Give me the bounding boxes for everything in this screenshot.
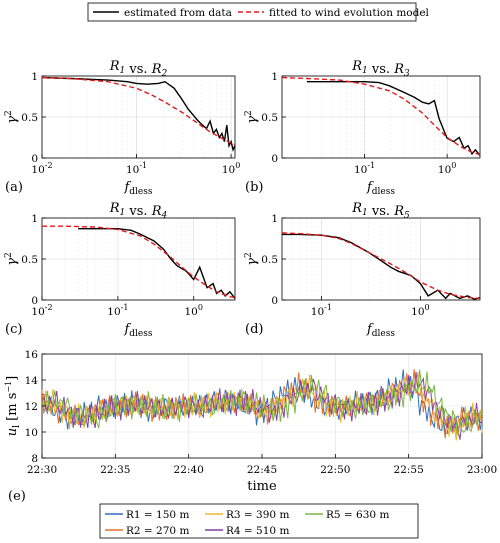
- legend-estimated-label: estimated from data: [124, 7, 232, 19]
- y-tick-label: 16: [25, 349, 39, 361]
- y-axis-label: γ2: [4, 252, 20, 266]
- estimated-curve: [41, 76, 236, 152]
- y-axis-label: ul [m s−1]: [4, 376, 22, 436]
- panel-label: (a): [5, 180, 23, 195]
- y-tick-label: 0: [31, 153, 38, 165]
- x-tick-label: 22:55: [394, 464, 424, 476]
- x-tick-label: 22:40: [174, 464, 204, 476]
- fitted-curve: [42, 225, 236, 299]
- panel-label: (d): [245, 322, 263, 337]
- y-tick-label: 10: [25, 427, 38, 439]
- panel-label: (b): [245, 180, 263, 195]
- series-line: [41, 369, 483, 436]
- y-tick-label: 0.5: [261, 112, 278, 124]
- series-line: [41, 371, 483, 440]
- x-tick-label: 100: [222, 161, 240, 176]
- panel-a: 0 0.5 1 10-2 10-1 100 R1 vs. R2 γ2 fdless (a): [4, 59, 240, 197]
- x-tick-label: 10-1: [311, 303, 332, 318]
- y-tick-label: 0.5: [21, 112, 38, 124]
- x-tick-label: 10-2: [31, 303, 52, 318]
- x-tick-label: 22:35: [100, 464, 130, 476]
- top-legend-box: [87, 2, 417, 22]
- y-tick-label: 0.5: [261, 254, 278, 266]
- x-axis-label: fdless: [123, 322, 152, 339]
- legend-r3-label: R3 = 390 m: [226, 509, 289, 521]
- legend-r2-label: R2 = 270 m: [126, 525, 189, 537]
- estimated-curve: [78, 228, 236, 299]
- fitted-curve: [281, 76, 481, 156]
- panel-d: 0 0.5 1 10-1 100 R1 vs. R5 γ2 fdless (d): [244, 201, 481, 339]
- panel-title: R1 vs. R5: [351, 201, 410, 221]
- y-tick-label: 1: [271, 213, 278, 225]
- panel-b: 0 0.5 1 10-1 100 R1 vs. R3 γ2 fdless (b): [244, 59, 481, 197]
- x-tick-label: 10-1: [354, 161, 375, 176]
- x-tick-label: 100: [411, 303, 429, 318]
- x-tick-label: 22:45: [247, 464, 277, 476]
- x-axis-label: fdless: [366, 322, 395, 339]
- y-tick-label: 0: [271, 295, 278, 307]
- fitted-curve: [281, 232, 481, 300]
- top-legend: estimated from data fitted to wind evolu…: [87, 2, 430, 22]
- legend-r5-label: R5 = 630 m: [326, 509, 389, 521]
- legend-r1-label: R1 = 150 m: [126, 509, 189, 521]
- x-axis-label: time: [247, 479, 277, 494]
- bottom-legend: R1 = 150 m R3 = 390 m R5 = 630 m R2 = 27…: [99, 503, 419, 539]
- y-tick-label: 8: [31, 453, 38, 465]
- panel-c: 0 0.5 1 10-2 10-1 100 R1 vs. R4 γ2 fdless (c): [4, 201, 236, 339]
- fitted-curve: [41, 76, 236, 146]
- y-axis-label: γ2: [244, 252, 260, 266]
- x-tick-label: 22:30: [27, 464, 57, 476]
- y-tick-label: 1: [31, 71, 38, 83]
- x-tick-label: 23:00: [467, 464, 497, 476]
- y-axis-label: γ2: [4, 110, 20, 124]
- x-tick-label: 100: [438, 161, 456, 176]
- estimated-curve: [306, 81, 481, 156]
- y-tick-label: 12: [25, 401, 38, 413]
- x-tick-label: 100: [184, 303, 202, 318]
- x-tick-label: 10-1: [107, 303, 128, 318]
- x-axis-label: fdless: [366, 180, 395, 197]
- legend-fitted-label: fitted to wind evolution model: [269, 7, 430, 19]
- panel-label: (e): [8, 489, 26, 504]
- y-axis-label: γ2: [244, 110, 260, 124]
- x-tick-label: 22:50: [320, 464, 350, 476]
- y-tick-label: 1: [271, 71, 278, 83]
- panel-e: 8 10 12 14 16 22:30 22:35 22:40 22:45 22:50 22:55 2…: [4, 349, 497, 504]
- panel-title: R1 vs. R2: [109, 59, 168, 79]
- y-tick-label: 0.5: [21, 254, 38, 266]
- panel-title: R1 vs. R4: [109, 201, 168, 221]
- x-tick-label: 10-1: [126, 161, 147, 176]
- legend-r4-label: R4 = 510 m: [226, 525, 289, 537]
- x-tick-label: 10-2: [31, 161, 52, 176]
- y-tick-label: 0: [271, 153, 278, 165]
- x-axis-label: fdless: [123, 180, 152, 197]
- bottom-legend-box: [99, 503, 419, 539]
- panel-label: (c): [5, 322, 22, 337]
- panel-title: R1 vs. R3: [351, 59, 410, 79]
- y-tick-label: 1: [31, 213, 38, 225]
- y-tick-label: 14: [25, 375, 39, 387]
- y-tick-label: 0: [31, 295, 38, 307]
